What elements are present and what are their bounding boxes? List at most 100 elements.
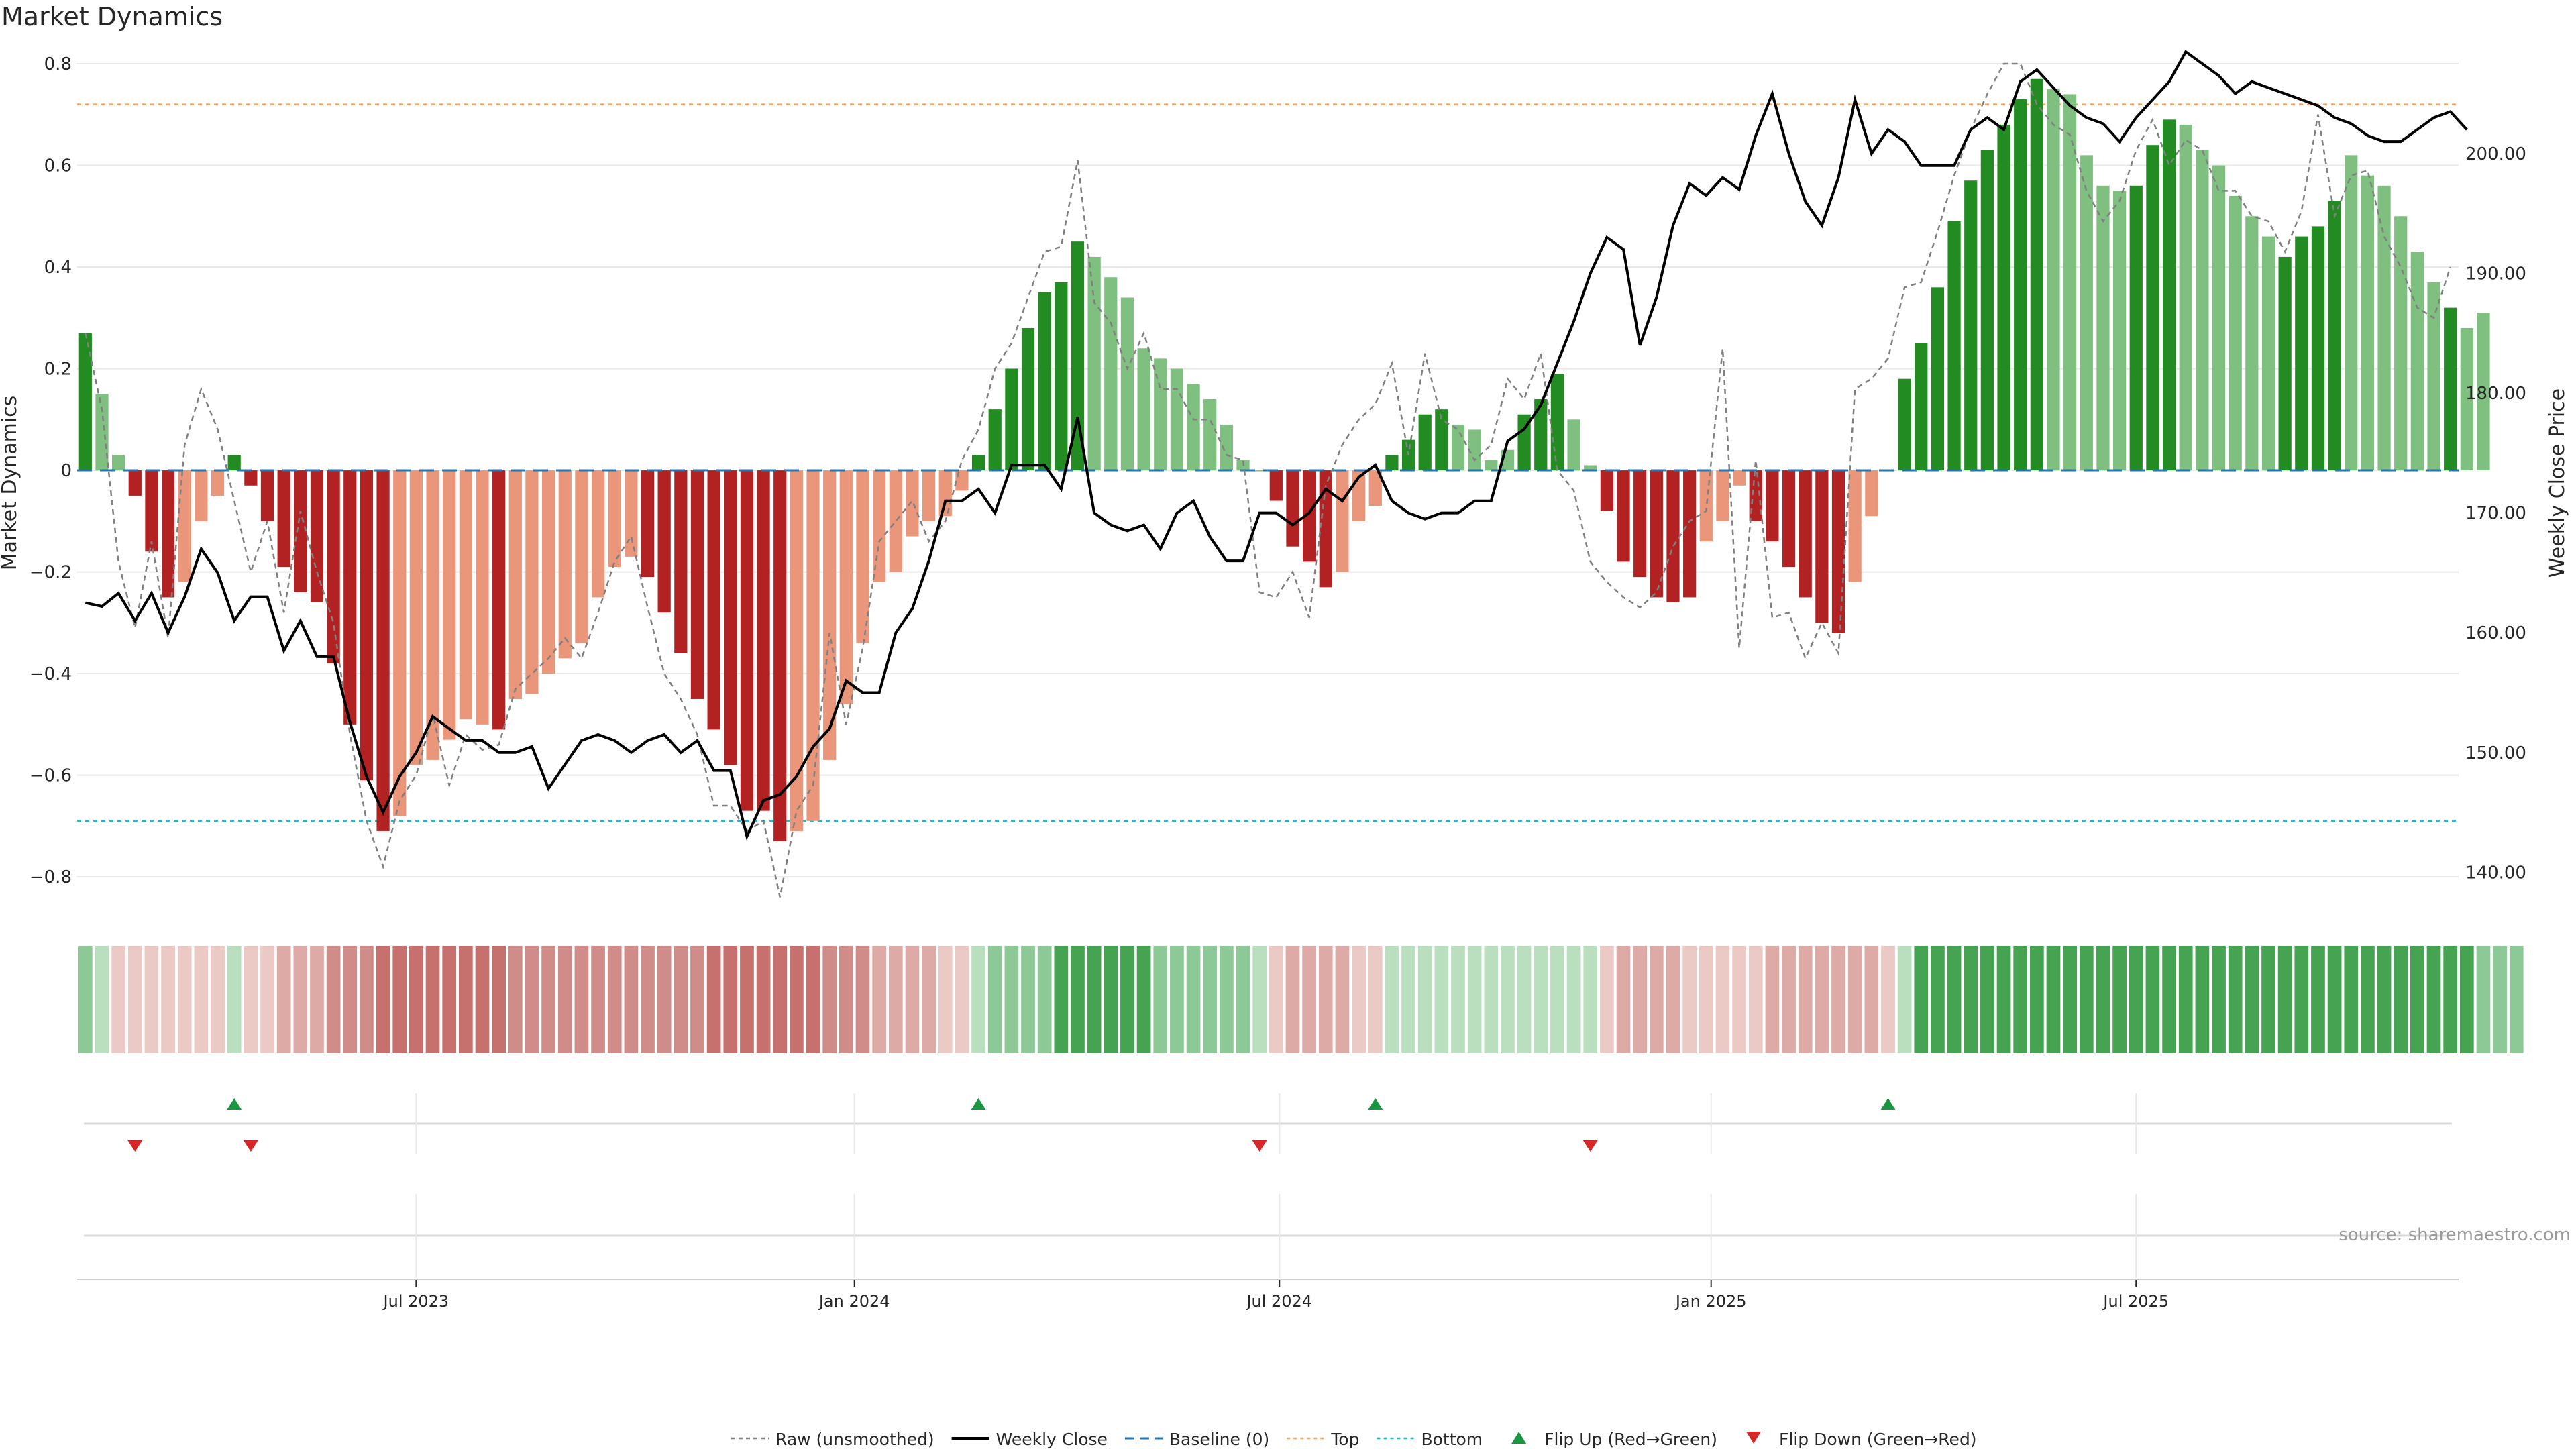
heat-cell [442,946,457,1053]
heat-cell [376,946,390,1053]
dynamics-bar [227,455,241,471]
dynamics-bar [211,470,225,496]
heat-cell [1434,946,1449,1053]
dynamics-bar [294,470,307,592]
heat-cell [360,946,374,1053]
heat-cell [971,946,985,1053]
heat-cell [2245,946,2259,1053]
heat-cell [922,946,936,1053]
heat-cell [2361,946,2375,1053]
heat-cell [2129,946,2143,1053]
dynamics-bar [1931,287,1945,471]
flip-up-marker [227,1098,242,1110]
heat-cell [2212,946,2226,1053]
dynamics-bar [2113,191,2127,471]
heat-cell [2311,946,2325,1053]
dynamics-bar [1732,470,1746,486]
dynamics-bar [2162,119,2176,471]
legend-flip-down-swatch [1746,1432,1762,1444]
heat-cell [1071,946,1085,1053]
heat-cell [1815,946,1829,1053]
legend-bottom-label: Bottom [1421,1430,1483,1449]
dynamics-bar [1087,256,1101,471]
heat-cell [1964,946,1978,1053]
heat-cell [78,946,93,1053]
legend: Raw (unsmoothed) Weekly Close Baseline (0)… [731,1430,1977,1449]
heat-cell [674,946,688,1053]
heat-cell [1732,946,1746,1053]
dynamics-bar [1534,399,1548,471]
dynamics-bar [1766,470,1779,542]
heat-cell [1765,946,1780,1053]
dynamics-bar [790,470,804,831]
heat-cell [2112,946,2127,1053]
dynamics-bar [608,470,621,567]
dynamics-bar [707,470,720,730]
heat-cell [425,946,440,1053]
dynamics-bar [1435,409,1448,471]
axes: 0.8 0.6 0.4 0.2 0 −0.2 −0.4 −0.6 −0.8 200.00 190.0… [30,54,2526,888]
heat-cell [1947,946,1962,1053]
dynamics-bar [195,470,208,521]
dynamics-bar [1848,470,1862,582]
dynamics-bar [443,470,456,740]
dynamics-bar [310,470,324,603]
heat-cell [1583,946,1598,1053]
heat-cell [2013,946,2028,1053]
heat-cell [1501,946,1515,1053]
y-left-tick-label: 0.6 [44,156,72,176]
dynamics-bar [1799,470,1812,598]
time-axis: Jul 2023 Jan 2024 Jul 2024 Jan 2025 Jul 2025 [382,1280,2169,1311]
dynamics-bar [277,470,290,567]
dynamics-bar [459,470,472,720]
heat-cell [1153,946,1168,1053]
heat-cell [508,946,523,1053]
y-right-tick-label: 160.00 [2465,623,2526,643]
dynamics-bar [806,470,820,821]
dynamics-bar [1368,470,1382,506]
heat-cell [1318,946,1333,1053]
heat-cell [1302,946,1316,1053]
dynamics-bar [1947,221,1961,471]
dynamics-bar [674,470,688,653]
dynamics-bar [2444,307,2457,471]
dynamics-bar [2427,282,2440,471]
dynamics-bar [889,470,902,572]
dynamics-bar [1120,297,1134,471]
heat-cell [1931,946,1945,1053]
heat-cell [1847,946,1862,1053]
dynamics-bar [773,470,787,842]
dynamics-bar [1782,470,1796,567]
heat-cell [1616,946,1631,1053]
heat-cell [1004,946,1019,1053]
heat-cell [2277,946,2292,1053]
dynamics-bar [1666,470,1680,603]
dynamics-bar [393,470,407,816]
heat-cell [177,946,192,1053]
heat-cell [211,946,225,1053]
heat-cell [855,946,870,1053]
chart-title: Market Dynamics [1,2,223,32]
heat-cell [706,946,721,1053]
dynamics-bar [1286,470,1299,547]
dynamics-bar [625,470,638,557]
dynamics-bar [591,470,605,598]
heat-cell [1715,946,1730,1053]
heat-cell [2476,946,2491,1053]
heat-cell [2294,946,2309,1053]
heat-cell [1136,946,1151,1053]
y-left-tick-label: −0.4 [30,664,72,684]
heat-cell [2493,946,2507,1053]
dynamics-bar [2014,99,2027,471]
heat-cell [227,946,241,1053]
dynamics-bar [1303,470,1316,562]
y-left-tick-label: 0 [60,461,72,481]
legend-close-label: Weekly Close [996,1430,1108,1449]
heat-cell [1120,946,1134,1053]
heat-cell [1798,946,1813,1053]
heat-cell [1864,946,1879,1053]
heat-cell [1401,946,1415,1053]
dynamics-bar [1997,124,2010,471]
dynamics-bar [1468,429,1481,471]
flip-down-marker [127,1140,143,1152]
